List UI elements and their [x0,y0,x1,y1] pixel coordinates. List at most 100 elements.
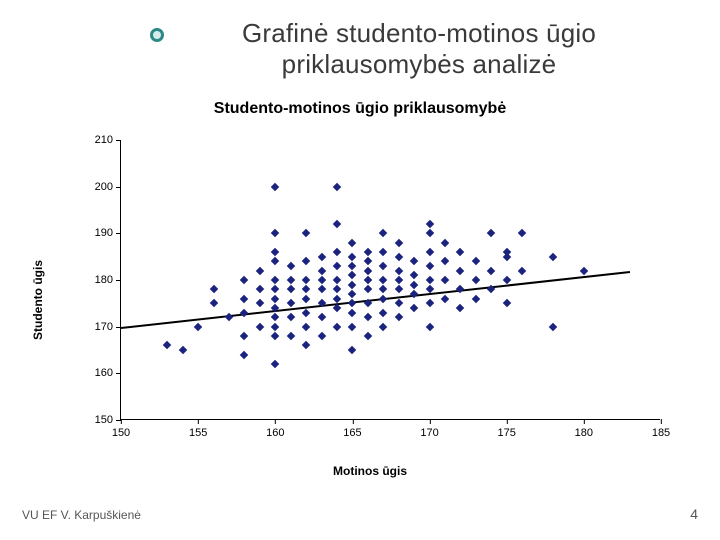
trend-line [121,271,630,328]
data-point [456,304,464,312]
x-tick: 150 [112,419,130,439]
data-point [302,229,310,237]
data-point [333,304,341,312]
data-point [286,299,294,307]
data-point [209,299,217,307]
data-point [394,266,402,274]
data-point [256,322,264,330]
data-point [348,238,356,246]
data-point [333,182,341,190]
x-tick: 170 [420,419,438,439]
x-tick: 155 [189,419,207,439]
data-point [379,229,387,237]
data-point [425,220,433,228]
y-tick: 170 [95,321,121,333]
y-tick: 190 [95,227,121,239]
data-point [394,252,402,260]
data-point [333,248,341,256]
data-point [502,299,510,307]
data-point [549,322,557,330]
data-point [271,182,279,190]
data-point [302,294,310,302]
data-point [410,280,418,288]
y-axis-label: Studento ūgis [31,260,45,340]
data-point [240,350,248,358]
data-point [317,252,325,260]
data-point [256,299,264,307]
data-point [271,332,279,340]
data-point [425,322,433,330]
data-point [333,276,341,284]
data-point [425,229,433,237]
data-point [209,285,217,293]
data-point [271,285,279,293]
x-tick: 185 [652,419,670,439]
data-point [286,276,294,284]
data-point [472,276,480,284]
data-point [410,290,418,298]
data-point [302,257,310,265]
data-point [240,308,248,316]
data-point [456,285,464,293]
data-point [379,285,387,293]
data-point [302,322,310,330]
data-point [178,346,186,354]
data-point [333,322,341,330]
data-point [317,266,325,274]
data-point [518,229,526,237]
data-point [394,238,402,246]
data-point [379,322,387,330]
data-point [364,257,372,265]
data-point [379,248,387,256]
y-tick: 160 [95,367,121,379]
data-point [456,248,464,256]
data-point [441,294,449,302]
data-point [271,313,279,321]
data-point [271,276,279,284]
data-point [394,313,402,321]
data-point [348,280,356,288]
data-point [256,266,264,274]
data-point [487,266,495,274]
data-point [472,294,480,302]
chart-title: Studento-motinos ūgio priklausomybė [0,100,720,118]
data-point [348,322,356,330]
data-point [410,271,418,279]
x-tick: 160 [266,419,284,439]
data-point [163,341,171,349]
data-point [333,294,341,302]
data-point [472,257,480,265]
data-point [379,294,387,302]
data-point [394,276,402,284]
data-point [425,276,433,284]
data-point [317,285,325,293]
y-tick: 200 [95,181,121,193]
slide-title: Grafinė studento-motinos ūgio priklausom… [178,18,660,80]
x-tick: 165 [343,419,361,439]
data-point [518,266,526,274]
data-point [271,360,279,368]
data-point [348,290,356,298]
data-point [240,332,248,340]
data-point [580,266,588,274]
data-point [240,294,248,302]
data-point [286,262,294,270]
data-point [487,229,495,237]
data-point [271,229,279,237]
data-point [379,262,387,270]
data-point [379,276,387,284]
data-point [348,271,356,279]
chart-area: Studento ūgis 15016017018019020021015015… [60,130,680,470]
data-point [364,313,372,321]
data-point [425,262,433,270]
data-point [286,285,294,293]
data-point [425,248,433,256]
data-point [271,294,279,302]
data-point [348,346,356,354]
data-point [394,299,402,307]
data-point [194,322,202,330]
data-point [286,332,294,340]
y-tick: 210 [95,134,121,146]
x-axis-label: Motinos ūgis [333,464,407,478]
data-point [302,308,310,316]
